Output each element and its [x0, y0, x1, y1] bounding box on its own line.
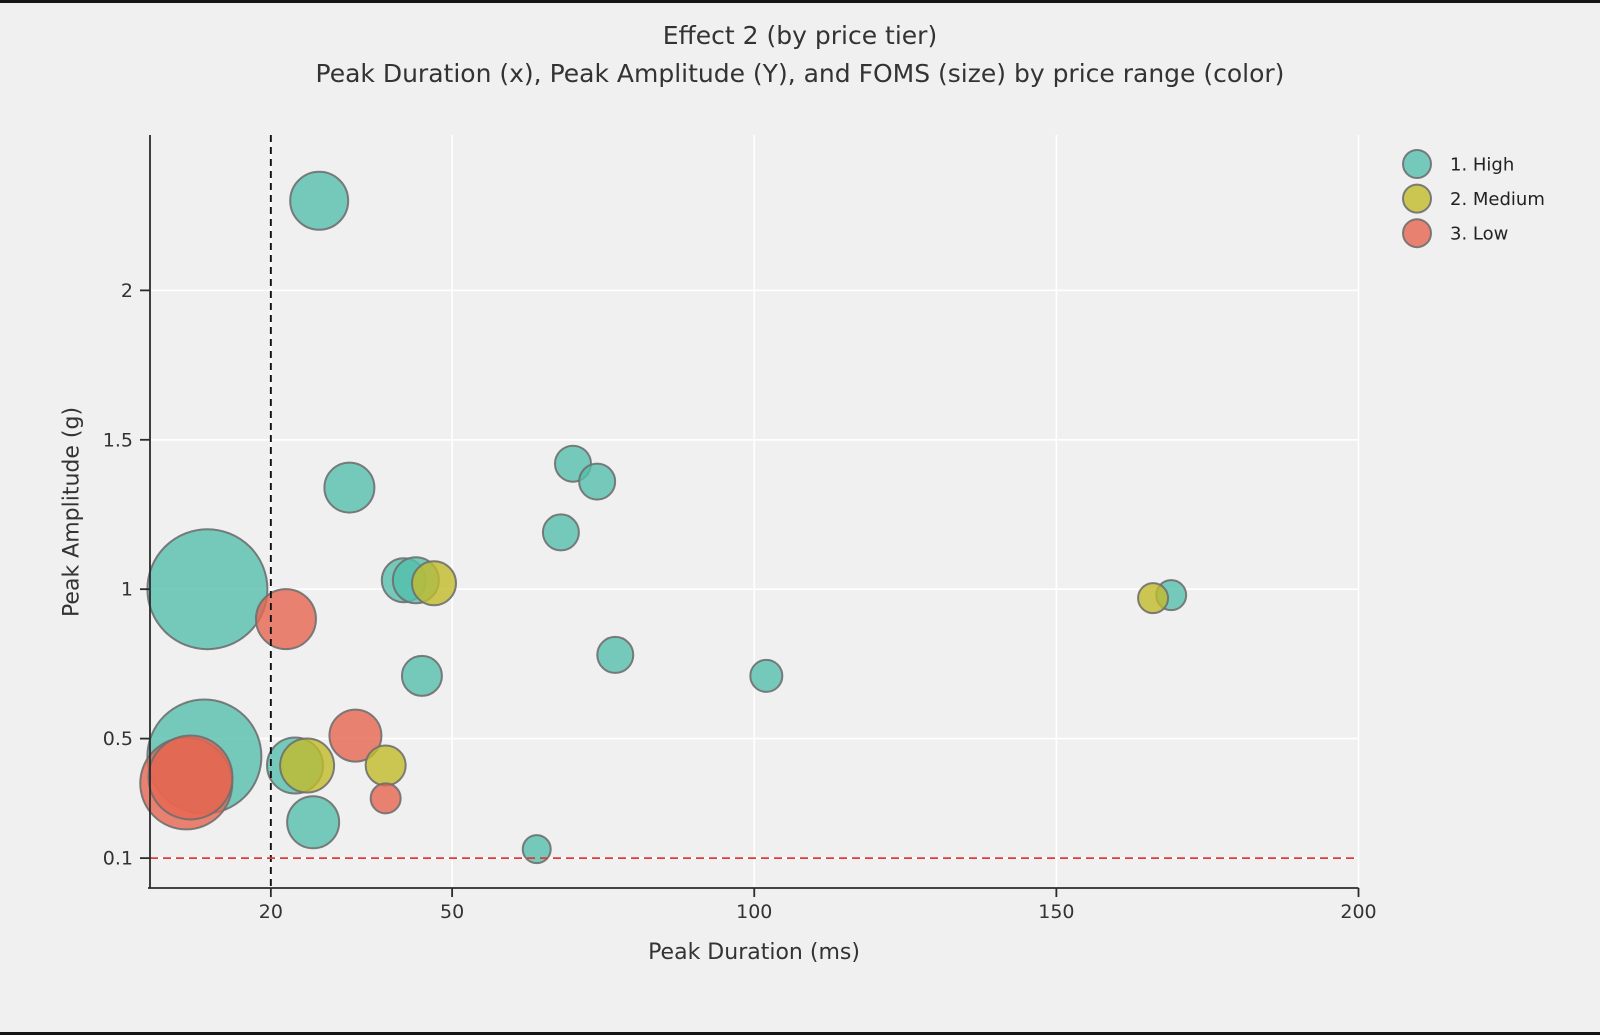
bubble	[596, 635, 635, 674]
legend-swatch-icon	[1402, 149, 1432, 179]
bubble	[279, 737, 336, 794]
bubble	[369, 782, 402, 815]
bubble	[521, 834, 552, 865]
legend-label: 2. Medium	[1450, 189, 1545, 210]
bubble	[578, 462, 617, 501]
y-tick-label: 0.1	[103, 848, 133, 870]
y-tick-label: 0.5	[103, 728, 133, 750]
bubble	[323, 461, 376, 514]
legend-swatch-icon	[1402, 183, 1432, 214]
bubble	[254, 588, 317, 651]
x-tick-label: 200	[1340, 901, 1376, 923]
x-tick-label: 50	[440, 901, 464, 923]
bubble	[541, 513, 580, 552]
legend-swatch-icon	[1402, 218, 1432, 249]
x-tick-label: 150	[1038, 901, 1074, 923]
bubble	[328, 708, 383, 763]
x-axis-label: Peak Duration (ms)	[648, 940, 860, 965]
window-top-edge	[0, 0, 1600, 3]
bubble	[289, 170, 350, 231]
y-tick-label: 2	[121, 280, 133, 302]
bubble	[1137, 582, 1170, 615]
y-axis-label: Peak Amplitude (g)	[59, 406, 85, 618]
legend-label: 1. High	[1450, 155, 1514, 176]
x-tick-label: 20	[259, 901, 283, 923]
x-tick-label: 100	[736, 901, 772, 923]
y-tick-label: 1.5	[103, 429, 133, 451]
chart-title: Effect 2 (by price tier)	[662, 21, 938, 50]
bubble	[286, 795, 341, 850]
chart-subtitle: Peak Duration (x), Peak Amplitude (Y), a…	[315, 59, 1285, 88]
window-bottom-edge	[0, 1032, 1600, 1035]
bubble	[147, 734, 234, 821]
bubble	[364, 744, 407, 787]
bubble	[749, 658, 784, 693]
bubble	[146, 528, 269, 651]
bubble	[400, 654, 443, 697]
legend-label: 3. Low	[1450, 224, 1508, 245]
bubble	[410, 560, 457, 607]
y-tick-label: 1	[121, 579, 133, 601]
